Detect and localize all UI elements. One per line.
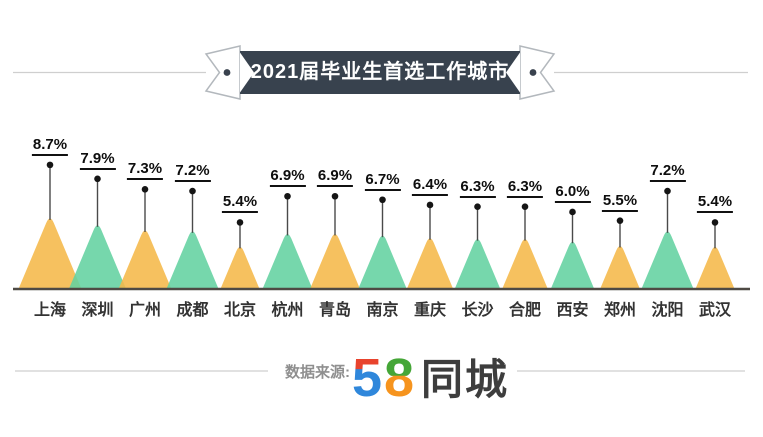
lollipop-dot — [521, 203, 529, 211]
value-label: 6.7% — [364, 170, 401, 191]
lollipop-dot — [379, 196, 386, 204]
lollipop-dot — [331, 192, 339, 200]
lollipop-dot — [94, 175, 101, 183]
city-label: 西安 — [556, 302, 589, 319]
value-label-text: 6.9% — [316, 167, 354, 188]
mountain-shape — [502, 239, 548, 289]
footer-source: 数据来源: 5 8 同城 — [15, 348, 745, 408]
ribbon-dot-left — [223, 69, 231, 76]
value-label-text: 5.4% — [696, 193, 734, 214]
city-label: 深圳 — [81, 302, 114, 319]
city-label: 合肥 — [508, 302, 542, 319]
lollipop-dot — [474, 203, 481, 211]
city-label: 北京 — [223, 302, 257, 319]
lollipop-dot — [569, 208, 576, 216]
logo-digit-5: 5 — [352, 348, 382, 408]
value-label: 5.4% — [696, 193, 734, 214]
mountain-shape — [600, 246, 640, 289]
ribbon-body — [240, 51, 520, 94]
mountain-shape — [262, 234, 313, 289]
value-label: 6.9% — [269, 167, 306, 188]
mountain-shape — [220, 247, 260, 289]
ribbon-fold-right — [519, 45, 556, 100]
value-label-text: 6.0% — [554, 182, 591, 203]
ribbon-fold-left — [204, 45, 241, 100]
mountain-shape — [309, 234, 361, 289]
mountain-shape — [695, 247, 735, 289]
value-label-text: 7.2% — [649, 162, 686, 183]
mountain-shape — [68, 225, 127, 289]
mountain-shape — [358, 235, 407, 289]
mountain-shape — [454, 239, 501, 289]
city-label: 上海 — [33, 302, 67, 319]
city-label: 广州 — [128, 302, 162, 319]
city-label: 武汉 — [698, 302, 732, 319]
value-label-text: 6.7% — [364, 170, 401, 191]
mountain-shape — [118, 230, 172, 289]
value-label: 7.3% — [126, 160, 164, 181]
chart-mountains — [18, 218, 735, 289]
chart-lollipops — [46, 161, 719, 249]
mountain-shape — [18, 218, 82, 289]
city-label: 南京 — [366, 302, 399, 319]
value-label-text: 8.7% — [31, 135, 69, 156]
lollipop-dot — [664, 187, 671, 195]
lollipop-dot — [711, 219, 719, 226]
ribbon-dot-right — [529, 69, 537, 76]
city-label: 杭州 — [271, 302, 304, 319]
value-label-text: 5.4% — [221, 193, 259, 214]
ribbon-notch-right — [506, 52, 520, 93]
value-label-text: 5.5% — [601, 191, 639, 212]
value-label: 7.2% — [174, 162, 211, 183]
city-label: 青岛 — [318, 302, 352, 319]
data-source-label: 数据来源: — [285, 363, 350, 381]
value-label-text: 7.2% — [174, 162, 211, 183]
value-label-text: 6.3% — [459, 177, 496, 198]
city-label: 重庆 — [413, 302, 447, 319]
value-label-text: 7.3% — [126, 160, 164, 181]
ribbon-notch-left — [240, 52, 254, 93]
lollipop-dot — [189, 187, 196, 195]
lollipop-dot — [616, 217, 624, 224]
value-label: 7.2% — [649, 162, 686, 183]
lollipop-dot — [141, 185, 149, 193]
value-label: 6.3% — [459, 177, 496, 198]
value-label-text: 6.3% — [506, 177, 544, 198]
mountain-shape — [641, 231, 694, 289]
mountain-shape — [166, 231, 219, 289]
city-label: 长沙 — [461, 302, 494, 319]
logo-digit-8: 8 — [384, 348, 414, 408]
value-label: 6.4% — [411, 175, 449, 196]
city-label: 成都 — [176, 302, 209, 319]
value-label: 7.9% — [79, 149, 116, 170]
city-label: 郑州 — [603, 302, 637, 319]
logo-58tongcheng: 5 8 同城 — [352, 348, 509, 408]
lollipop-dot — [46, 161, 54, 169]
mountain-shape — [550, 241, 595, 289]
lollipop-dot — [236, 219, 244, 226]
value-label: 6.0% — [554, 182, 591, 203]
logo-city-name: 同城 — [421, 356, 509, 403]
value-label: 6.3% — [506, 177, 544, 198]
value-label: 5.4% — [221, 193, 259, 214]
header-ribbon — [13, 45, 748, 100]
value-label-text: 6.9% — [269, 167, 306, 188]
value-label-text: 7.9% — [79, 149, 116, 170]
value-label: 8.7% — [31, 135, 69, 156]
lollipop-dot — [284, 192, 291, 200]
mountain-shape — [406, 238, 454, 289]
value-label: 6.9% — [316, 167, 354, 188]
value-label: 5.5% — [601, 191, 639, 212]
page-title: 2021届毕业生首选工作城市 — [250, 61, 510, 83]
city-label: 沈阳 — [651, 302, 684, 319]
lollipop-dot — [426, 201, 434, 209]
value-label-text: 6.4% — [411, 175, 449, 196]
